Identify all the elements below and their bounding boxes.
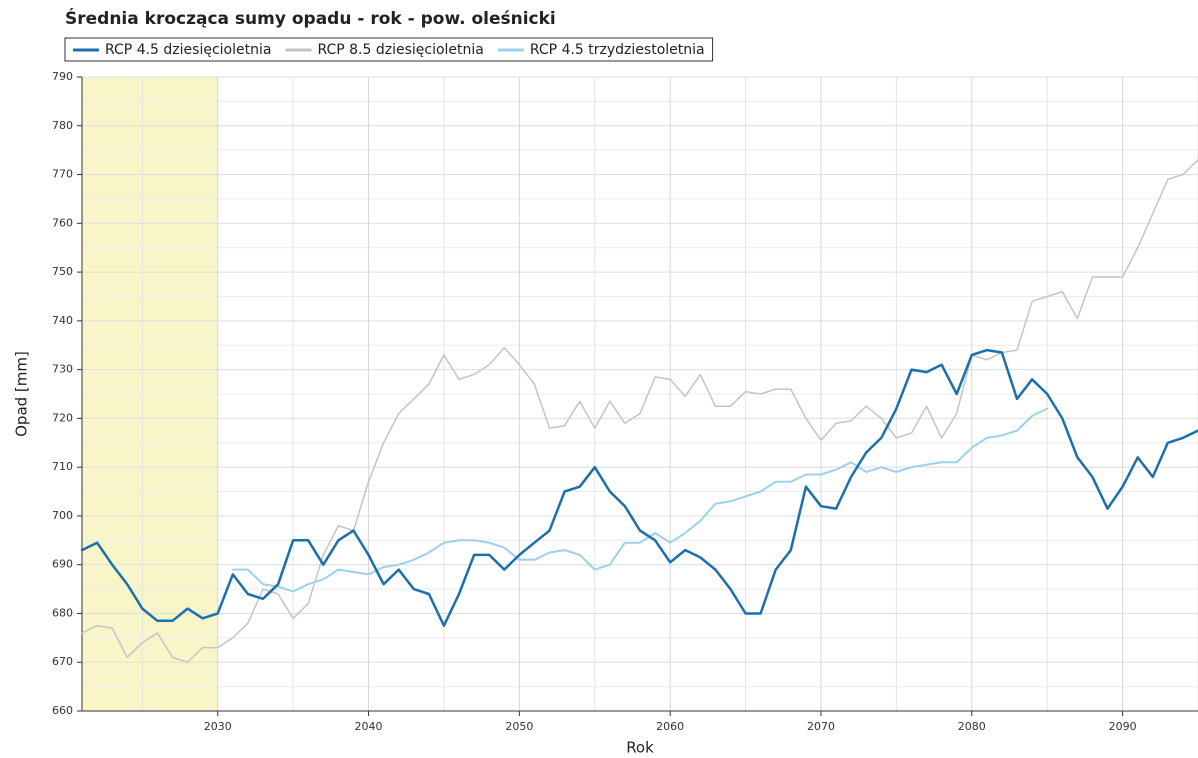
y-tick-label: 660 [52,704,73,717]
y-tick-label: 690 [52,558,73,571]
x-tick-label: 2080 [958,720,986,733]
y-tick-label: 670 [52,655,73,668]
y-tick-label: 730 [52,363,73,376]
x-tick-label: 2090 [1109,720,1137,733]
y-tick-label: 780 [52,119,73,132]
y-tick-label: 740 [52,314,73,327]
y-tick-label: 680 [52,606,73,619]
data-line [81,159,1198,663]
y-axis-label: Opad [mm] [13,351,31,437]
data-line [80,348,1198,627]
y-tick-label: 710 [52,460,73,473]
x-axis-label: Rok [626,739,654,757]
y-tick-label: 770 [52,168,73,181]
legend-box [64,37,714,62]
x-tick-label: 2040 [355,720,383,733]
legend-label: RCP 8.5 dziesięcioletnia [317,42,483,58]
legend-label: RCP 4.5 trzydziestoletnia [530,42,705,58]
chart-title: Średnia krocząca sumy opadu - rok - pow.… [65,7,556,29]
data-line [231,407,1049,593]
x-tick-label: 2070 [807,720,835,733]
y-tick-label: 790 [52,70,73,83]
y-tick-label: 700 [52,509,73,522]
legend-label: RCP 4.5 dziesięcioletnia [105,42,271,58]
x-tick-label: 2050 [505,720,533,733]
x-tick-label: 2030 [204,720,232,733]
y-tick-label: 760 [52,216,73,229]
y-tick-label: 750 [52,265,73,278]
y-tick-label: 720 [52,411,73,424]
x-tick-label: 2060 [656,720,684,733]
